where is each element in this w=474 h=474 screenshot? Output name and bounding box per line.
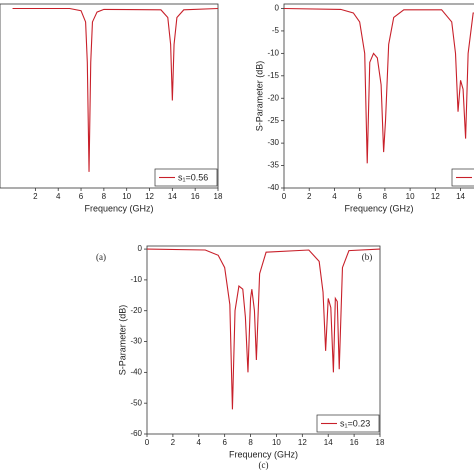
x-tick-label: 14: [324, 438, 333, 447]
y-axis-label: S-Parameter (dB): [254, 61, 264, 132]
y-tick-label: -15: [267, 71, 279, 80]
y-tick-label: -25: [267, 116, 279, 125]
x-tick-label: 2: [307, 192, 312, 201]
y-tick-label: -5: [272, 26, 280, 35]
caption: (b): [362, 252, 373, 262]
x-tick-label: 10: [272, 438, 281, 447]
y-tick-label: 0: [138, 244, 143, 253]
x-tick-label: 18: [214, 192, 223, 201]
curve: [12, 7, 219, 172]
y-tick-label: -10: [130, 275, 142, 284]
plot-frame: [0, 3, 219, 189]
legend-label: s₁=0.56: [178, 172, 208, 182]
legend-box: [316, 414, 380, 433]
y-axis-label: S-Parameter (dB): [117, 305, 127, 376]
y-tick-label: -35: [267, 161, 279, 170]
plot-frame: [146, 245, 381, 435]
curve: [283, 7, 474, 164]
y-tick-label: -30: [130, 337, 142, 346]
x-tick-label: 6: [79, 192, 84, 201]
y-tick-label: 0: [275, 4, 280, 13]
x-tick-label: 2: [171, 438, 176, 447]
x-tick-label: 6: [222, 438, 227, 447]
y-tick-label: -40: [267, 183, 279, 192]
x-tick-label: 8: [102, 192, 107, 201]
x-tick-label: 12: [431, 192, 440, 201]
x-tick-label: 8: [383, 192, 388, 201]
x-tick-label: 6: [357, 192, 362, 201]
x-axis-label: Frequency (GHz): [229, 449, 298, 459]
x-tick-label: 16: [191, 192, 200, 201]
caption: (c): [259, 460, 269, 470]
x-tick-label: 4: [197, 438, 202, 447]
x-tick-label: 0: [145, 438, 150, 447]
y-tick-label: -40: [130, 367, 142, 376]
y-tick-label: -20: [130, 306, 142, 315]
x-tick-label: 0: [282, 192, 287, 201]
x-tick-label: 14: [456, 192, 465, 201]
x-tick-label: 4: [332, 192, 337, 201]
x-tick-label: 16: [350, 438, 359, 447]
x-tick-label: 8: [248, 438, 253, 447]
x-tick-label: 18: [376, 438, 385, 447]
x-tick-label: 4: [56, 192, 61, 201]
y-tick-label: -30: [267, 138, 279, 147]
x-tick-label: 10: [406, 192, 415, 201]
y-tick-label: -10: [267, 48, 279, 57]
plot-frame: [283, 3, 474, 189]
y-tick-label: -60: [130, 429, 142, 438]
legend-box: [154, 168, 218, 187]
x-tick-label: 12: [145, 192, 154, 201]
caption: (a): [96, 252, 106, 262]
x-tick-label: 14: [168, 192, 177, 201]
x-tick-label: 2: [33, 192, 38, 201]
curve: [146, 248, 381, 410]
x-tick-label: 12: [298, 438, 307, 447]
x-axis-label: Frequency (GHz): [84, 203, 153, 213]
y-tick-label: -50: [130, 398, 142, 407]
legend-label: s₁=0.23: [340, 418, 370, 428]
y-tick-label: -20: [267, 93, 279, 102]
x-tick-label: 10: [122, 192, 131, 201]
x-axis-label: Frequency (GHz): [344, 203, 413, 213]
